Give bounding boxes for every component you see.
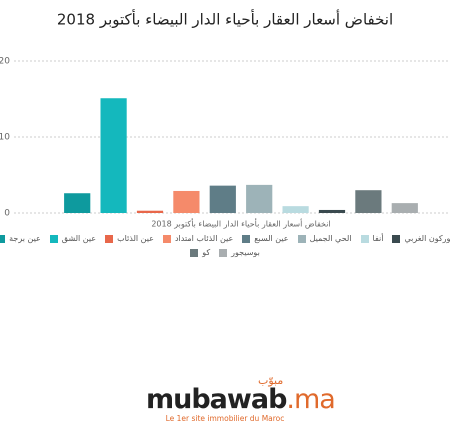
legend-item[interactable]: عين برجة (0, 234, 41, 243)
legend-swatch (242, 234, 251, 243)
legend-item[interactable]: عين الذئاب امتداد (162, 234, 234, 243)
legend-item[interactable]: الحي الجميل (297, 234, 352, 243)
x-category-label: انخفاض أسعار العقار بأحياء الدار البيضاء… (151, 218, 330, 229)
legend-label: أنفا (372, 234, 384, 243)
legend-item[interactable]: عين الذئاب (105, 234, 154, 243)
legend-label: عين الذئاب امتداد (174, 234, 234, 243)
bar (64, 193, 91, 213)
legend-label: عين الشق (61, 234, 97, 243)
chart-title: انخفاض أسعار العقار بأحياء الدار البيضاء… (57, 9, 393, 29)
legend-swatch (0, 234, 6, 243)
bar (391, 203, 418, 213)
bar (173, 190, 200, 213)
legend-item[interactable]: عين الشق (49, 234, 97, 243)
y-tick-label: 20 (0, 57, 10, 67)
bar (136, 210, 164, 213)
legend-label: عين السبع (254, 234, 289, 243)
logo-tld: .ma (286, 384, 335, 415)
bar (355, 190, 382, 213)
legend-item[interactable]: بوسيجور (219, 248, 260, 257)
bar (282, 206, 309, 213)
legend-label: عين برجة (9, 234, 41, 243)
legend-label: كو (202, 248, 211, 257)
legend-label: الحي الجميل (309, 234, 352, 243)
footer: مبوّب mubawab.ma Le 1er site immobilier … (0, 374, 450, 423)
legend-swatch (162, 234, 171, 243)
bar (100, 98, 127, 213)
y-tick-label: 0 (4, 209, 10, 219)
legend-swatch (360, 234, 369, 243)
legend-swatch (105, 234, 114, 243)
logo-brand: mubawab (146, 384, 287, 415)
tagline: Le 1er site immobilier du Maroc (165, 414, 285, 423)
chart: انخفاض أسعار العقار بأحياء الدار البيضاء… (0, 9, 450, 229)
legend: عين برجة عين الشق عين الذئاب عين الذئاب امت… (0, 234, 450, 257)
legend-item[interactable]: كو (190, 248, 210, 257)
y-tick-label: 10 (0, 133, 10, 143)
legend-item[interactable]: عين السبع (242, 234, 289, 243)
bar (209, 185, 236, 213)
logo-arabic: مبوّب (258, 374, 284, 387)
legend-label: عين الذئاب (117, 234, 154, 243)
legend-swatch (297, 234, 306, 243)
legend-swatch (190, 248, 199, 257)
logo: mubawab.ma (146, 384, 336, 415)
bar (246, 184, 273, 213)
legend-swatch (219, 248, 228, 257)
legend-item[interactable]: بوركون الغربي (392, 234, 450, 243)
legend-swatch (392, 234, 401, 243)
legend-swatch (49, 234, 58, 243)
legend-item[interactable]: أنفا (360, 234, 384, 243)
bar (318, 209, 346, 213)
legend-label: بوركون الغربي (404, 234, 450, 243)
legend-label: بوسيجور (231, 248, 260, 257)
